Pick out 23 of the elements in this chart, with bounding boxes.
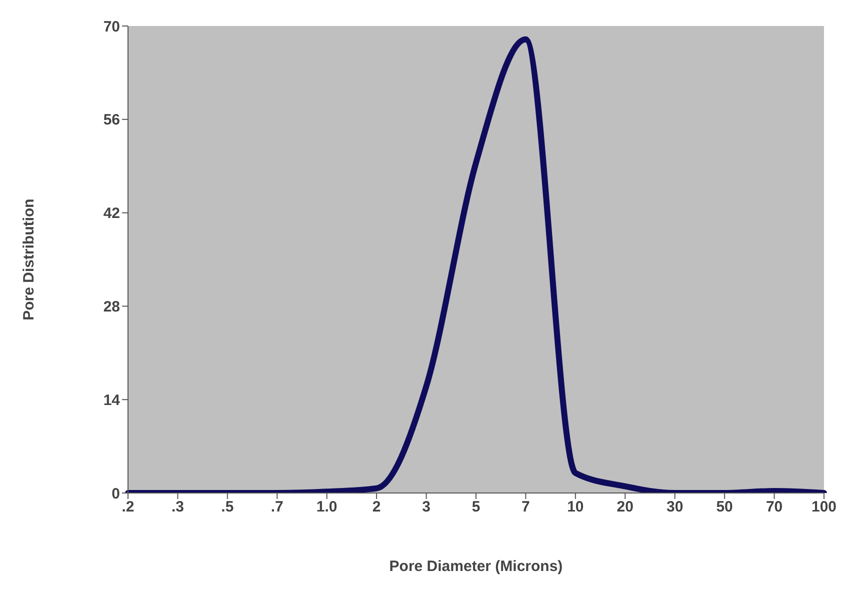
x-tick-label: 50 [716,498,733,516]
x-tick-label: 2 [372,498,381,516]
y-tick-label: 14 [103,392,121,409]
x-tick-label: .7 [270,498,284,516]
y-tick-label: 42 [103,205,120,222]
x-tick-label: 5 [472,498,480,516]
x-tick-label: .2 [122,498,134,516]
x-tick-label: 3 [422,498,430,516]
x-tick-label: 20 [616,498,634,516]
x-tick-label: .5 [221,498,234,516]
x-tick-label: .3 [171,498,184,516]
x-axis-title: Pore Diameter (Microns) [389,558,563,575]
y-tick-label: 0 [112,485,120,502]
x-tick-label: 30 [666,498,684,516]
x-tick-label: 100 [811,498,837,516]
y-axis-title: Pore Distribution [20,198,38,320]
x-tick-label: 10 [567,498,584,516]
x-tick-label: 1.0 [316,498,338,516]
y-tick-label: 56 [103,112,120,129]
x-tick-label: 7 [522,498,530,516]
x-tick-label: 70 [766,498,783,516]
y-tick-label: 70 [103,18,120,36]
y-tick-label: 28 [103,298,120,316]
